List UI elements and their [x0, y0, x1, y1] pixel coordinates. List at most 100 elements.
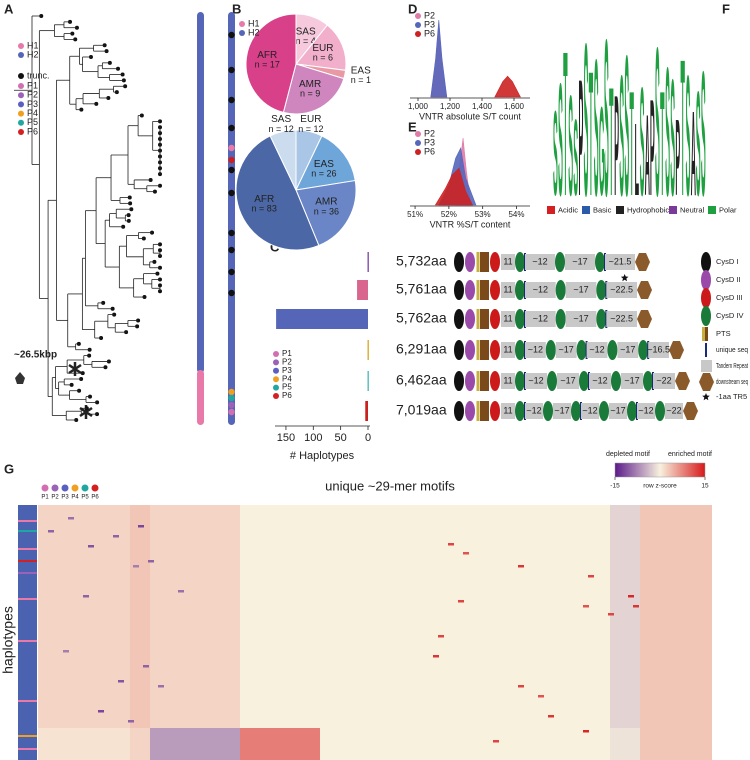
bar: [367, 371, 369, 391]
logo-letter: P: [675, 98, 680, 219]
heatmap-cell: [538, 695, 544, 698]
legend-label: Tandem Repeat: [716, 361, 749, 370]
legend-dot: [273, 367, 279, 374]
heatmap-cell: [518, 685, 524, 688]
legend-label: P1: [27, 80, 38, 90]
tandem-repeat: [553, 403, 571, 419]
domain: [490, 252, 500, 272]
domain: [454, 280, 464, 300]
legend-dot: [18, 92, 24, 99]
repeat-label: ~12: [592, 375, 607, 385]
legend-label: CysD III: [716, 293, 743, 302]
legend-dot: [273, 384, 279, 391]
tandem-repeat: [565, 282, 597, 298]
legend-label: P3: [27, 99, 38, 109]
tandem-repeat: [525, 254, 555, 270]
tandem-repeat: [701, 360, 712, 372]
downstream-seq: [675, 372, 690, 390]
logo-letter: P: [650, 71, 655, 225]
repeat-label: ~12: [528, 344, 543, 354]
category-label: 5,732aa: [396, 253, 447, 269]
legend-label: H1: [27, 40, 39, 50]
pie-slice: [235, 135, 320, 251]
tandem-repeat: [525, 373, 547, 389]
repeat-label: ~17: [620, 344, 635, 354]
domain: [465, 252, 475, 272]
downstream-seq: [699, 373, 714, 391]
domain: [701, 306, 711, 326]
tandem-repeat: [525, 403, 543, 419]
x-tick-label: 100: [304, 432, 322, 444]
legend-label: P1: [41, 495, 49, 501]
population-bar: [228, 12, 235, 425]
heatmap-cell: [178, 590, 184, 593]
repeat-label: ~17: [559, 344, 574, 354]
category-label: 6,291aa: [396, 341, 447, 357]
domain: [515, 371, 525, 391]
domain: [490, 309, 500, 329]
legend-dot: [81, 484, 89, 492]
haplotype-tick: [18, 598, 37, 600]
x-tick-label: 0: [365, 432, 371, 444]
tandem-repeat: [525, 342, 546, 358]
x-tick-label: 50: [335, 432, 347, 444]
x-tick-label: 51%: [407, 210, 423, 219]
haplotype-bar: [197, 370, 204, 425]
population-dot: [228, 96, 235, 104]
logo-letter: S: [604, 0, 609, 243]
population-dot: [228, 388, 235, 396]
heatmap-band: [610, 505, 640, 728]
legend-dot: [41, 484, 49, 492]
legend-swatch: [616, 206, 624, 214]
domain: [465, 340, 475, 360]
domain: [655, 401, 665, 421]
x-tick-label: 1,600: [504, 102, 525, 111]
heatmap-band: [130, 505, 150, 728]
colorbar-tick-label: 15: [701, 483, 709, 490]
legend-label: P6: [91, 495, 99, 501]
logo-letter: G: [599, 81, 605, 222]
pts: [705, 327, 708, 341]
x-tick-label: 52%: [441, 210, 457, 219]
logo-letter: T: [681, 20, 685, 238]
tandem-repeat: [637, 403, 655, 419]
legend-dot: [239, 21, 245, 27]
logo-letter: S: [558, 51, 563, 230]
tandem-repeat: [609, 403, 627, 419]
tandem-repeat: [606, 282, 637, 298]
logo-letter: S: [573, 98, 578, 219]
legend-label: downstream seq: [716, 377, 748, 386]
tandem-repeat: [501, 403, 515, 419]
pts: [480, 252, 489, 272]
repeat-label: 11: [503, 256, 512, 266]
legend-dot: [18, 119, 24, 126]
downstream-seq: [669, 341, 684, 359]
repeat-label: ~17: [624, 375, 639, 385]
domain: [555, 280, 566, 300]
repeat-label: 11: [503, 405, 512, 415]
domain: [490, 401, 500, 421]
heatmap-band: [320, 505, 610, 728]
tandem-repeat: [589, 373, 611, 389]
domain: [701, 288, 711, 308]
heatmap-cell: [583, 605, 589, 608]
legend-dot: [18, 52, 24, 58]
downstream-seq: [683, 402, 698, 420]
legend-swatch: [547, 206, 555, 214]
downstream-seq: [637, 310, 652, 328]
domain: [515, 309, 525, 329]
legend-label: P6: [27, 126, 38, 136]
domain: [627, 401, 637, 421]
domain: [515, 401, 525, 421]
domain: [515, 252, 525, 272]
heatmap-cell: [83, 595, 89, 598]
legend-dot: [18, 110, 24, 117]
downstream-seq: [637, 281, 652, 299]
heatmap-cell: [118, 680, 124, 683]
heatmap-cell: [148, 560, 154, 563]
pts: [702, 327, 705, 341]
legend-dot: [18, 73, 24, 79]
tandem-repeat: [501, 282, 515, 298]
legend-label: Neutral: [680, 205, 705, 214]
